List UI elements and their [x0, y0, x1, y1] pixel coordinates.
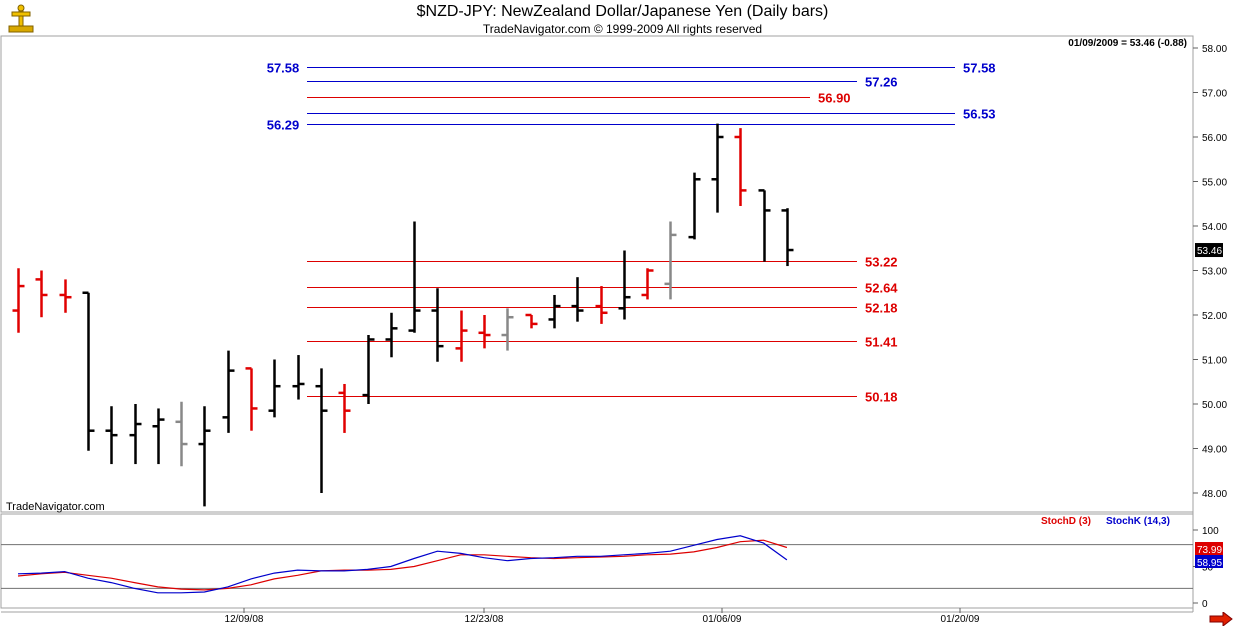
price-tick-label: 57.00 [1202, 89, 1227, 100]
ohlc-bar [734, 128, 747, 206]
price-tick-label: 53.00 [1202, 267, 1227, 278]
ohlc-bar [152, 408, 165, 465]
ohlc-bar [571, 277, 584, 322]
level-label: 52.64 [865, 281, 898, 296]
price-tick-label: 49.00 [1202, 445, 1227, 456]
ohlc-bar [548, 294, 561, 329]
ohlc-bar [525, 313, 538, 329]
price-tick-label: 52.00 [1202, 311, 1227, 322]
ohlc-bar [758, 189, 771, 262]
level-label: 52.18 [865, 301, 898, 316]
ohlc-bar [431, 288, 444, 362]
ohlc-bar [618, 250, 631, 320]
scroll-right-arrow-icon[interactable] [1209, 612, 1233, 626]
ohlc-bar [781, 208, 794, 267]
ohlc-bar [129, 404, 142, 465]
ohlc-bar [455, 310, 468, 362]
stoch-last-box [1195, 542, 1223, 555]
copyright-text: TradeNavigator.com © 1999-2009 All right… [482, 22, 763, 36]
price-tick-label: 58.00 [1202, 44, 1227, 55]
level-left-label: 56.29 [267, 118, 300, 133]
ohlc-bar [408, 221, 421, 333]
price-tick-label: 54.00 [1202, 222, 1227, 233]
ohlc-bar [501, 308, 514, 351]
ohlc-bar [175, 401, 188, 467]
level-label: 50.18 [865, 390, 898, 405]
ohlc-bar [292, 355, 305, 400]
ohlc-bar [268, 359, 281, 418]
price-tick-label: 50.00 [1202, 400, 1227, 411]
chart-title: $NZD-JPY: NewZealand Dollar/Japanese Yen… [416, 3, 829, 20]
level-label: 57.58 [963, 61, 996, 76]
level-label: 57.26 [865, 75, 898, 90]
ohlc-bar [664, 221, 677, 300]
date-tick-label: 12/23/08 [465, 614, 504, 625]
price-tick-label: 56.00 [1202, 133, 1227, 144]
level-label: 56.90 [818, 91, 851, 106]
stoch-tick-label: 0 [1202, 599, 1208, 610]
date-tick-label: 01/20/09 [941, 614, 980, 625]
date-axis: 12/09/08 12/23/08 01/06/09 01/20/09 [225, 608, 980, 625]
ohlc-bar [82, 291, 95, 451]
ohlc-bar [222, 350, 235, 433]
price-tick-label: 51.00 [1202, 356, 1227, 367]
ohlc-bar [385, 312, 398, 358]
date-tick-label: 01/06/09 [703, 614, 742, 625]
ohlc-bar [245, 367, 258, 431]
ohlc-bar [105, 406, 118, 465]
date-tick-label: 12/09/08 [225, 614, 264, 625]
trade-navigator-logo-icon[interactable] [6, 4, 36, 34]
ohlc-bar [198, 406, 211, 507]
level-label: 56.53 [963, 107, 996, 122]
ohlc-bar [641, 268, 654, 300]
ohlc-bar [711, 123, 724, 213]
stoch-line [17, 539, 788, 591]
level-label: 53.22 [865, 255, 898, 270]
watermark-text: TradeNavigator.com [6, 501, 105, 513]
stoch-tick-label: 100 [1202, 526, 1219, 537]
stoch-line [17, 535, 788, 594]
last-price-label: 53.46 [1197, 246, 1222, 257]
price-tick-label: 55.00 [1202, 178, 1227, 189]
stoch-last-label: 73.99 [1197, 545, 1222, 556]
ohlc-bar [362, 335, 375, 404]
stoch-last-label: 58.95 [1197, 558, 1222, 569]
price-bars [12, 123, 794, 507]
stoch-last-box [1195, 555, 1223, 568]
fibonacci-levels [307, 67, 955, 397]
price-axis: 48.00 49.00 50.00 51.00 52.00 53.00 54.00 55.00… [6, 44, 1227, 513]
ohlc-bar [315, 368, 328, 493]
legend-stochk: StochK (14,3) [1106, 516, 1170, 527]
level-labels: 57.58 57.58 57.26 56.90 56.53 56.29 53.22 52.64… [267, 61, 996, 405]
last-quote: 01/09/2009 = 53.46 (-0.88) [1068, 38, 1187, 49]
ohlc-bar [12, 268, 25, 333]
ohlc-bar [59, 279, 72, 313]
legend-stochd: StochD (3) [1041, 516, 1091, 527]
level-label: 51.41 [865, 335, 898, 350]
last-price-box [1195, 243, 1223, 258]
ohlc-bar [478, 315, 491, 349]
price-tick-label: 48.00 [1202, 489, 1227, 500]
ohlc-bar [595, 286, 608, 324]
level-left-label: 57.58 [267, 61, 300, 76]
ohlc-bar [688, 172, 701, 240]
ohlc-bar [35, 270, 48, 318]
ohlc-bar [338, 383, 351, 433]
